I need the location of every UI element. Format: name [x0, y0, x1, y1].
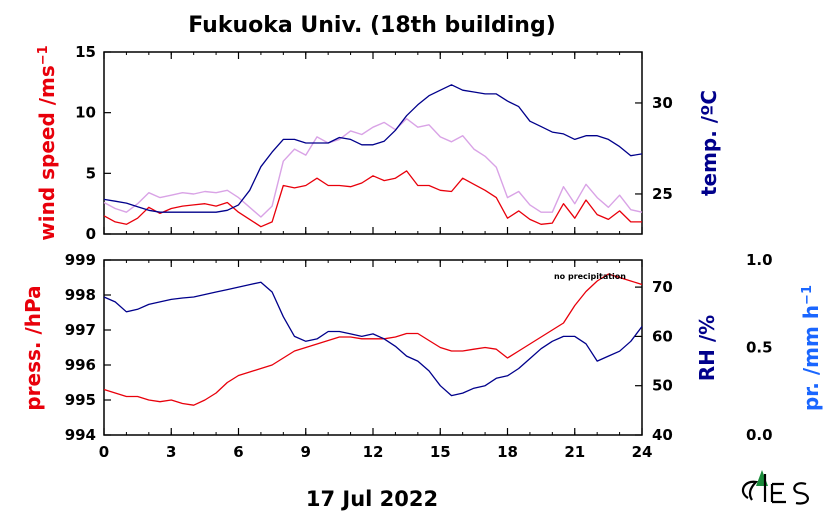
x-tick-label: 18	[497, 443, 518, 461]
x-tick-label: 24	[632, 443, 653, 461]
series-line-0	[103, 117, 643, 218]
chart-title: Fukuoka Univ. (18th building)	[188, 13, 556, 38]
left-y-tick-label: 999	[65, 251, 96, 269]
x-tick-label: 0	[99, 443, 109, 461]
x-tick-label: 9	[301, 443, 311, 461]
bottom-ticks-group: 0 3 6 9 12 15 18 21 24 994 995 996 997 998 999 40 50 60 70	[65, 251, 673, 461]
precipitation-axis-label: pr. /mm h−1	[799, 285, 823, 411]
bottom-panel: 0 3 6 9 12 15 18 21 24 994 995 996 997 998 999 40 50 60 70…	[65, 251, 673, 461]
rh-axis-label: RH /%	[695, 315, 719, 381]
x-tick-label: 15	[430, 443, 451, 461]
top-ticks-group: 0 5 10 15 25 30	[75, 43, 673, 243]
series-line-1	[103, 281, 643, 397]
x-axis-date-label: 17 Jul 2022	[306, 487, 438, 511]
left-y-tick-label: 996	[65, 356, 96, 374]
top-series-group	[103, 84, 643, 228]
institution-logo	[741, 470, 809, 505]
x-tick-label: 12	[363, 443, 384, 461]
left-y-tick-label: 0	[86, 225, 96, 243]
x-tick-label: 6	[233, 443, 243, 461]
right-y-tick-label: 25	[652, 185, 673, 203]
left-y-tick-label: 10	[75, 104, 96, 122]
precipitation-tick-label: 1.0	[746, 251, 773, 269]
right-y-tick-label: 70	[652, 278, 673, 296]
series-line-1	[103, 170, 642, 228]
series-line-2	[103, 84, 643, 213]
left-y-tick-label: 15	[75, 43, 96, 61]
left-y-tick-label: 995	[65, 391, 96, 409]
precipitation-ticks-group: 0.0 0.5 1.0	[746, 251, 773, 444]
x-tick-label: 3	[166, 443, 176, 461]
top-panel: 0 5 10 15 25 30	[75, 43, 673, 243]
left-y-tick-label: 998	[65, 286, 96, 304]
left-y-tick-label: 994	[65, 426, 96, 444]
wind-speed-axis-label: wind speed /ms−1	[35, 45, 59, 240]
right-y-tick-label: 60	[652, 327, 673, 345]
precipitation-tick-label: 0.0	[746, 426, 773, 444]
right-y-tick-label: 30	[652, 94, 673, 112]
left-y-tick-label: 5	[86, 164, 96, 182]
x-tick-label: 21	[564, 443, 585, 461]
bottom-series-group	[103, 273, 643, 406]
right-y-tick-label: 50	[652, 377, 673, 395]
precipitation-tick-label: 0.5	[746, 339, 773, 357]
temperature-axis-label: temp. /ºC	[697, 90, 721, 196]
pressure-axis-label: press. /hPa	[21, 285, 45, 410]
series-line-0	[103, 273, 643, 406]
no-precipitation-note: no precipitation	[554, 272, 626, 281]
bottom-panel-frame	[103, 259, 643, 436]
left-y-tick-label: 997	[65, 321, 96, 339]
right-y-tick-label: 40	[652, 426, 673, 444]
